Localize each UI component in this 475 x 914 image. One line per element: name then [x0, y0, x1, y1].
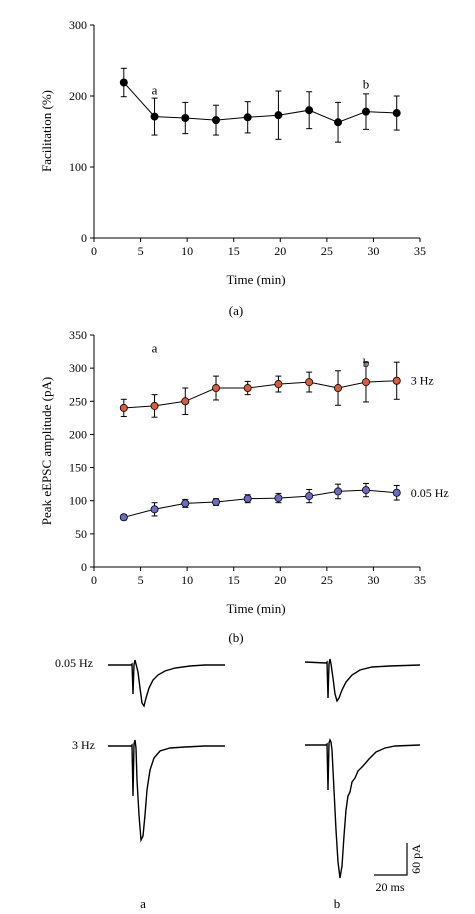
annotation-a: a — [152, 340, 158, 355]
facilitation-x-tick-label: 15 — [228, 244, 240, 258]
data-point — [243, 113, 252, 122]
trace-a-fast — [108, 739, 225, 843]
annotation-a: a — [152, 82, 158, 97]
facilitation-y-tick-label: 100 — [69, 160, 87, 174]
eepsc-y-tick-label: 50 — [75, 527, 87, 541]
scale-bar-current-label: 60 pA — [409, 844, 423, 874]
eepsc-x-tick-label: 10 — [181, 573, 193, 587]
annotation-b: b — [363, 355, 370, 370]
data-point — [119, 403, 128, 412]
eepsc-y-tick-label: 350 — [69, 328, 87, 342]
data-point — [181, 397, 190, 406]
data-point — [274, 380, 283, 389]
data-point — [392, 109, 401, 118]
trace-a-slow — [108, 659, 225, 708]
trace-column-label-b: b — [334, 896, 341, 911]
data-point — [361, 486, 370, 495]
trace-row-label-fast: 3 Hz — [72, 738, 95, 752]
data-point — [181, 499, 190, 508]
eepsc-y-tick-label: 250 — [69, 394, 87, 408]
facilitation-x-tick-label: 10 — [181, 244, 193, 258]
data-point — [212, 116, 221, 125]
data-point — [392, 376, 401, 385]
data-point — [305, 492, 314, 501]
facilitation-y-tick-label: 0 — [81, 231, 87, 245]
facilitation-x-axis-label: Time (min) — [226, 272, 285, 287]
data-point — [392, 488, 401, 497]
annotation-b: b — [363, 77, 370, 92]
data-point — [361, 378, 370, 387]
series-line — [123, 380, 397, 409]
facilitation-y-tick-label: 200 — [69, 89, 87, 103]
data-point — [361, 107, 370, 116]
data-point — [119, 78, 128, 87]
data-point — [150, 112, 159, 121]
data-point — [181, 114, 190, 123]
data-point — [274, 111, 283, 120]
eepsc-x-axis-label: Time (min) — [226, 601, 285, 616]
panel-label-a: (a) — [229, 303, 243, 318]
scale-bar-time-label: 20 ms — [375, 880, 404, 894]
series-line — [123, 82, 397, 123]
eepsc-y-tick-label: 200 — [69, 427, 87, 441]
data-point — [212, 498, 221, 507]
data-point — [150, 505, 159, 514]
data-point — [212, 384, 221, 393]
eepsc-y-tick-label: 100 — [69, 494, 87, 508]
facilitation-x-tick-label: 5 — [138, 244, 144, 258]
data-point — [243, 384, 252, 393]
eepsc-y-tick-label: 0 — [81, 560, 87, 574]
eepsc-x-tick-label: 20 — [274, 573, 286, 587]
facilitation-x-tick-label: 25 — [321, 244, 333, 258]
series-label-005hz: 0.05 Hz — [411, 486, 449, 500]
eepsc-x-tick-label: 5 — [138, 573, 144, 587]
data-point — [334, 118, 343, 127]
facilitation-y-axis-label: Facilitation (%) — [39, 90, 54, 172]
eepsc-x-tick-label: 0 — [91, 573, 97, 587]
data-point — [243, 494, 252, 503]
trace-b-slow — [304, 658, 421, 703]
facilitation-x-tick-label: 20 — [274, 244, 286, 258]
scale-bar — [374, 843, 408, 876]
data-point — [334, 384, 343, 393]
series-line — [123, 489, 397, 518]
facilitation-axes: 0 5 10 15 20 25 30 35 0 100 200 300 — [69, 18, 426, 258]
panel-label-b: (b) — [228, 630, 243, 645]
data-point — [334, 487, 343, 496]
trace-column-label-a: a — [140, 896, 146, 911]
facilitation-x-tick-label: 0 — [91, 244, 97, 258]
eepsc-x-tick-label: 15 — [228, 573, 240, 587]
facilitation-x-tick-label: 30 — [367, 244, 379, 258]
trace-row-label-slow: 0.05 Hz — [55, 656, 93, 670]
eepsc-y-axis-label: Peak eEPSC amplitude (pA) — [39, 377, 54, 525]
data-point — [305, 378, 314, 387]
eepsc-y-tick-label: 150 — [69, 461, 87, 475]
eepsc-x-tick-label: 35 — [414, 573, 426, 587]
data-point — [305, 106, 314, 115]
eepsc-x-tick-label: 30 — [367, 573, 379, 587]
data-point — [274, 494, 283, 503]
eepsc-y-tick-label: 300 — [69, 361, 87, 375]
facilitation-y-tick-label: 300 — [69, 18, 87, 32]
trace-b-fast — [305, 738, 421, 879]
eepsc-data: 3 Hz 0.05 Hz a b — [119, 340, 449, 522]
current-traces: 0.05 Hz 3 Hz 20 ms 60 pA a b — [55, 656, 423, 911]
series-label-3hz: 3 Hz — [411, 374, 434, 388]
data-point — [150, 401, 159, 410]
data-point — [119, 513, 128, 522]
facilitation-x-tick-label: 35 — [414, 244, 426, 258]
eepsc-x-tick-label: 25 — [321, 573, 333, 587]
